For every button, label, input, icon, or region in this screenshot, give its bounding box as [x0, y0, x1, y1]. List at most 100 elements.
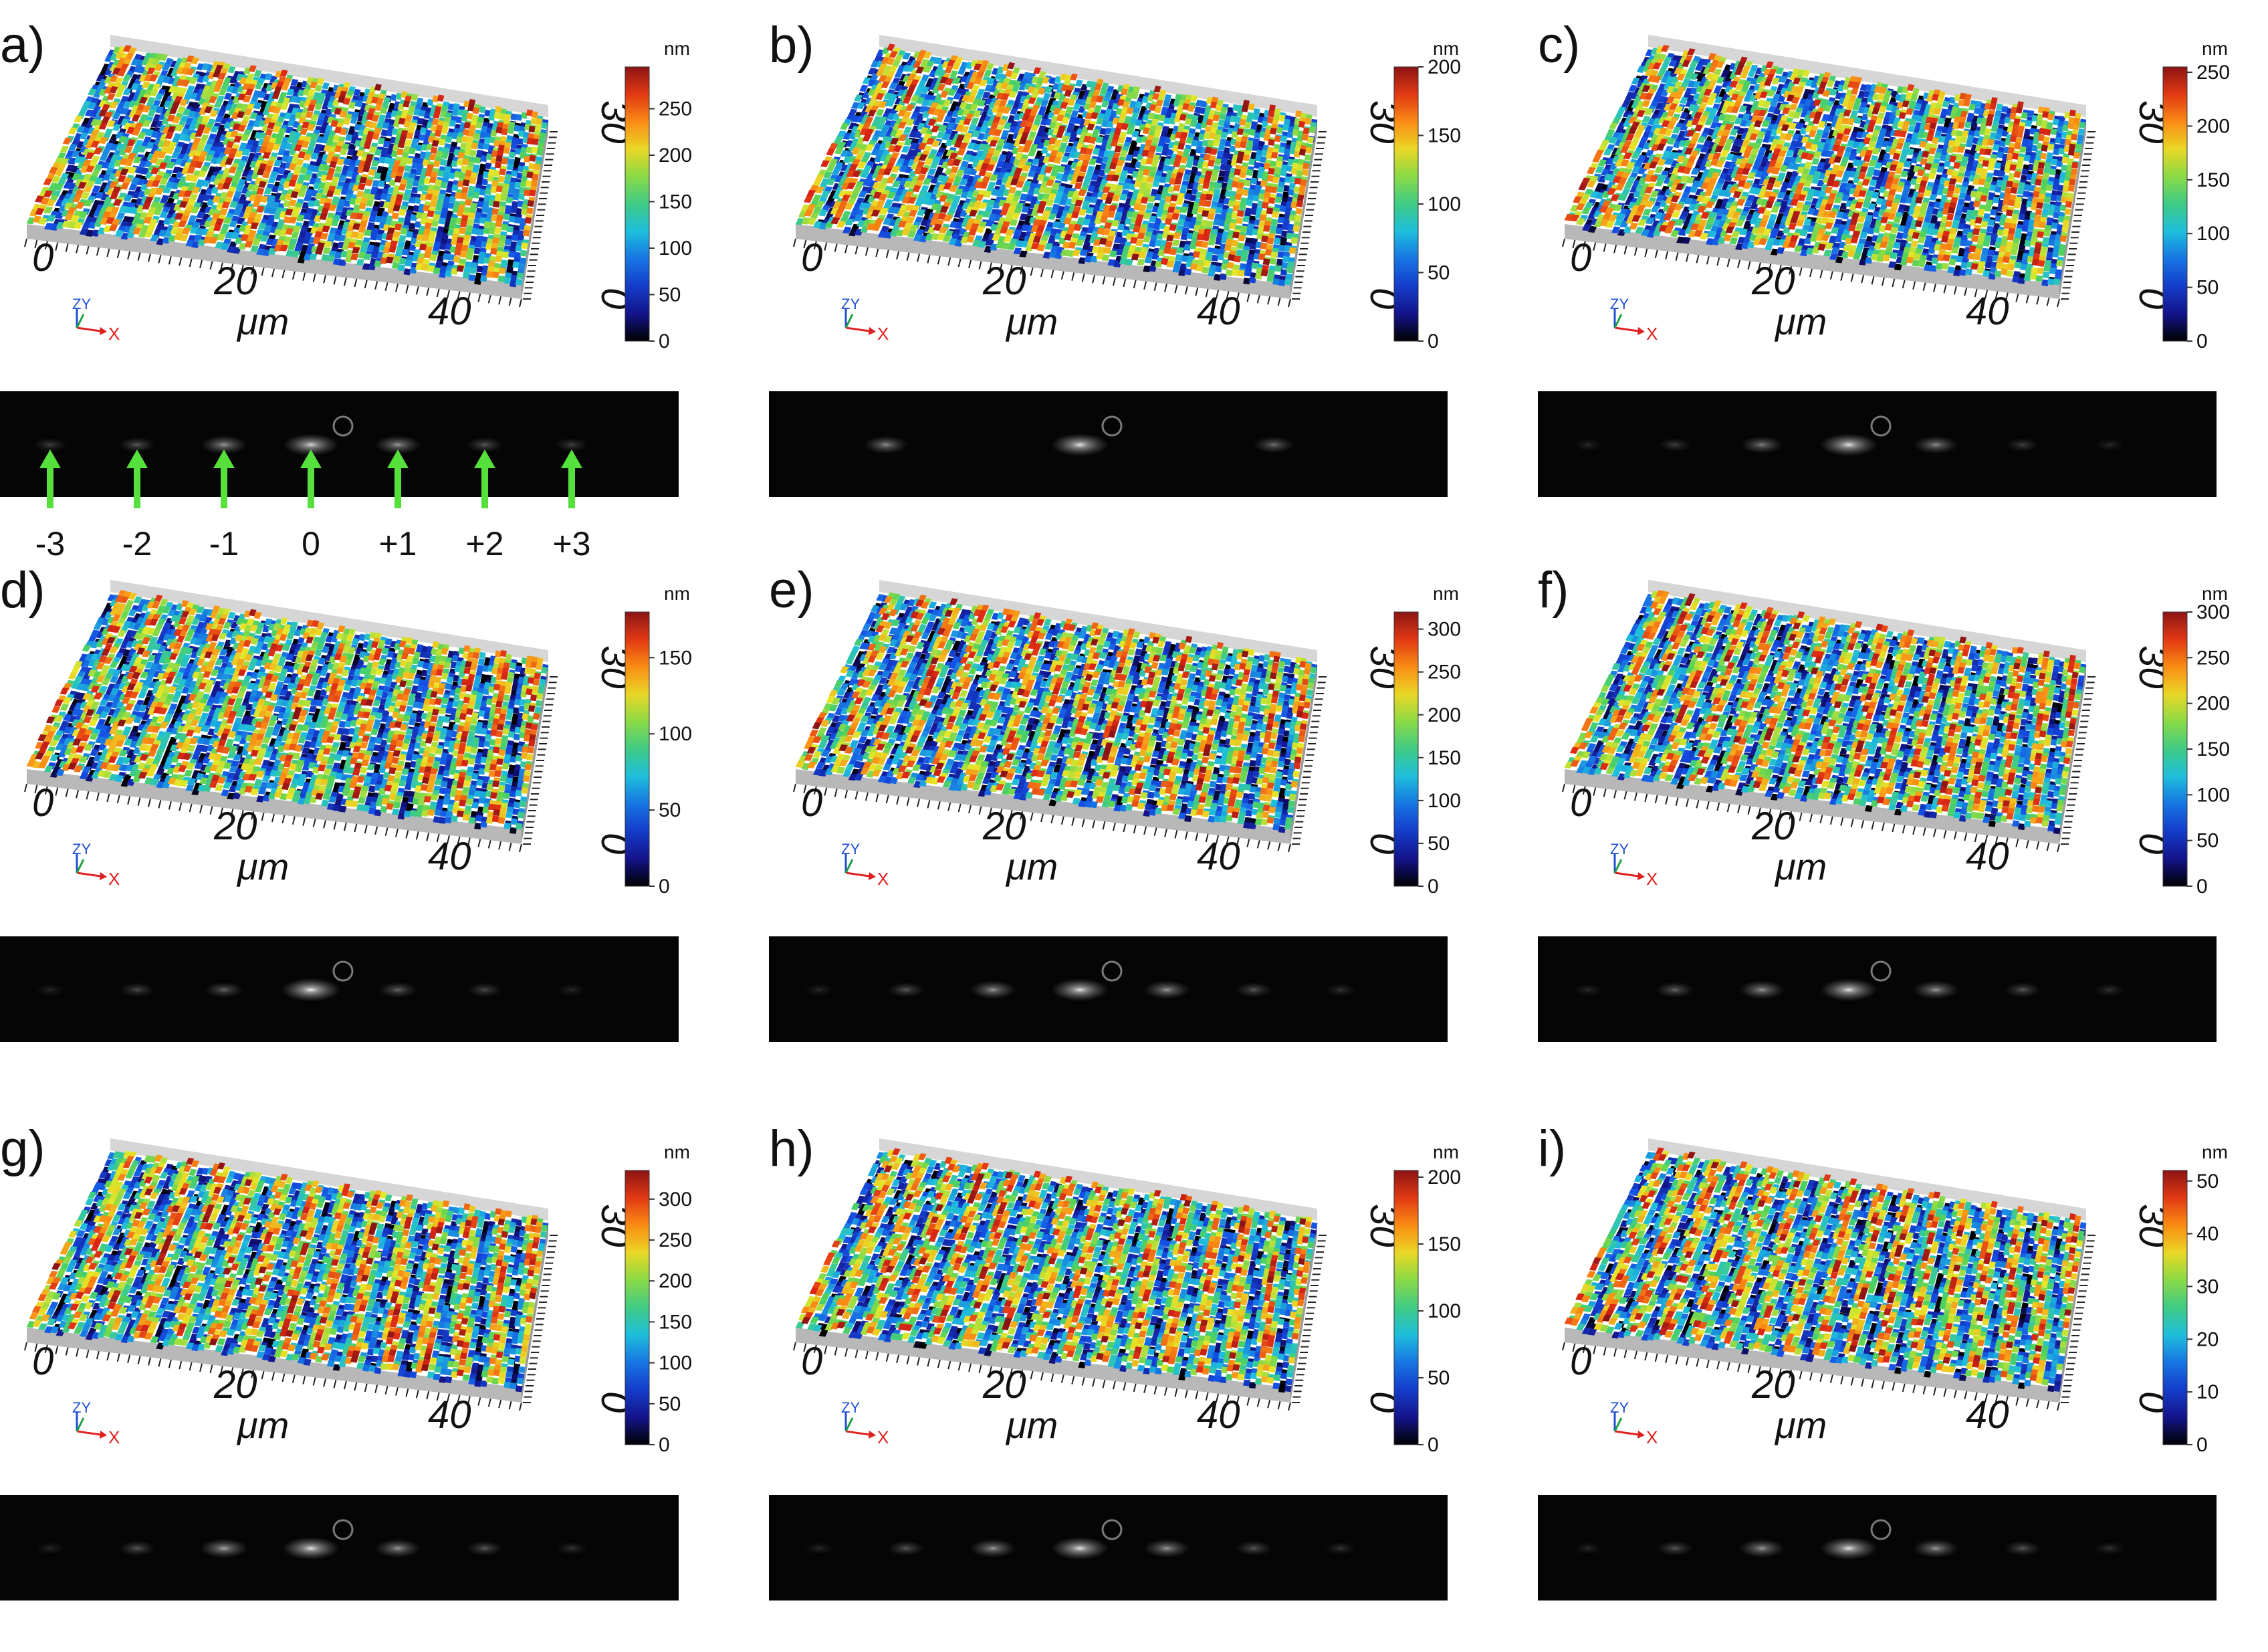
triad-zy-label: ZY	[72, 1399, 91, 1416]
diffraction-spot	[1820, 978, 1878, 1001]
diffraction-spot	[1325, 983, 1356, 997]
colorbar-tick-label: 150	[2196, 169, 2230, 191]
x-tick-label: 20	[982, 805, 1026, 848]
axis-triad-icon: XZY	[841, 296, 889, 344]
diffraction-spot	[2004, 983, 2041, 998]
diffraction-spot	[1658, 438, 1692, 452]
colorbar-tick-label: 100	[1428, 790, 1461, 812]
x-tick-label: 40	[1966, 290, 2009, 333]
colorbar-tick-label: 300	[1428, 619, 1461, 641]
order-arrow-head	[300, 449, 322, 468]
colorbar-tick-label: 150	[659, 191, 692, 213]
axis-triad-icon: X ZY	[1610, 1399, 1658, 1447]
diffraction-spot	[282, 1537, 340, 1560]
diffraction-spot	[2093, 983, 2125, 997]
diffraction-spot	[1740, 436, 1783, 453]
triad-zy-label: ZY	[1610, 296, 1629, 312]
order-arrow-head	[213, 449, 235, 468]
order-arrow-head	[126, 449, 148, 468]
colorbar-tick-label: 0	[1428, 330, 1439, 352]
diffraction-spot	[556, 1542, 587, 1555]
diffraction-spot	[1051, 978, 1109, 1001]
surface-mesh	[27, 1151, 548, 1392]
diffraction-spot	[2006, 438, 2039, 452]
diffraction-spot	[1235, 1541, 1272, 1556]
triad-x-label: X	[1646, 869, 1658, 889]
colorbar-tick-label: 150	[2196, 738, 2230, 760]
triad-zy-label: ZY	[1610, 1399, 1629, 1416]
colorbar-tick-label: 250	[2196, 62, 2230, 84]
x-tick-label: 0	[801, 236, 822, 280]
diffraction-spot	[378, 982, 417, 998]
colorbar-tick-label: 100	[1428, 193, 1461, 215]
colorbar-tick-label: 30	[2196, 1275, 2219, 1298]
x-tick-label: 0	[801, 781, 822, 825]
colorbar-tick-label: 50	[659, 1393, 681, 1415]
diffraction-spot	[466, 1541, 503, 1556]
colorbar-tick-label: 200	[659, 1270, 692, 1292]
colorbar-tick-label: 50	[659, 284, 681, 306]
diffraction-pattern	[1538, 936, 2217, 1042]
diffraction-spot	[1820, 433, 1878, 456]
diffraction-spot	[1656, 1541, 1694, 1556]
triad-x-label: X	[1646, 1427, 1658, 1447]
order-label: +2	[465, 525, 503, 562]
diffraction-spot	[467, 983, 503, 997]
diffraction-spot	[864, 436, 909, 454]
diffraction-spot	[1912, 1539, 1959, 1558]
colorbar-tick-label: 200	[659, 144, 692, 167]
diffraction-spot	[1051, 433, 1109, 456]
diffraction-pattern	[1538, 1495, 2217, 1601]
triad-x-label: X	[108, 324, 120, 344]
x-tick-label: 0	[801, 1340, 822, 1383]
x-tick-label: 20	[213, 805, 257, 848]
x-tick-label: 20	[1751, 260, 1795, 303]
diffraction-spot	[1656, 982, 1694, 998]
colorbar-tick-label: 150	[1428, 125, 1461, 147]
axis-triad-icon: XZY	[841, 841, 889, 889]
diffraction-spot	[887, 1541, 925, 1556]
colorbar-tick-label: 0	[659, 1434, 670, 1456]
colorbar-unit: nm	[664, 1142, 690, 1162]
diffraction-spot	[374, 1539, 421, 1558]
surface-mesh	[796, 593, 1317, 833]
axis-triad-icon: XZY	[72, 1399, 120, 1447]
axis-triad-icon: X ZY	[72, 296, 120, 344]
diffraction-spot	[1051, 1537, 1109, 1560]
surface-mesh	[796, 1148, 1317, 1392]
x-tick-label: 20	[1751, 805, 1795, 848]
x-tick-label: 40	[1966, 1393, 2009, 1437]
x-axis-unit: μm	[1774, 1404, 1827, 1446]
diffraction-spot	[1235, 983, 1272, 998]
colorbar-tick-label: 50	[1428, 262, 1450, 284]
x-tick-label: 20	[982, 1363, 1026, 1407]
order-label: -2	[122, 525, 152, 562]
colorbar-tick-label: 100	[2196, 223, 2230, 245]
diffraction-spot	[1912, 980, 1959, 999]
diffraction-spot	[35, 1542, 65, 1555]
diffraction-spot	[120, 983, 155, 997]
colorbar-tick-label: 100	[659, 723, 692, 745]
triad-zy-label: ZY	[72, 296, 91, 312]
surface-mesh	[27, 45, 548, 287]
colorbar-tick-label: 200	[1428, 704, 1461, 726]
colorbar-unit: nm	[1433, 1142, 1459, 1162]
diffraction-spot	[1143, 980, 1190, 999]
diffraction-spot	[1738, 980, 1785, 999]
triad-x-label: X	[877, 324, 889, 344]
colorbar-tick-label: 50	[2196, 830, 2219, 852]
triad-x-label: X	[877, 1427, 889, 1447]
